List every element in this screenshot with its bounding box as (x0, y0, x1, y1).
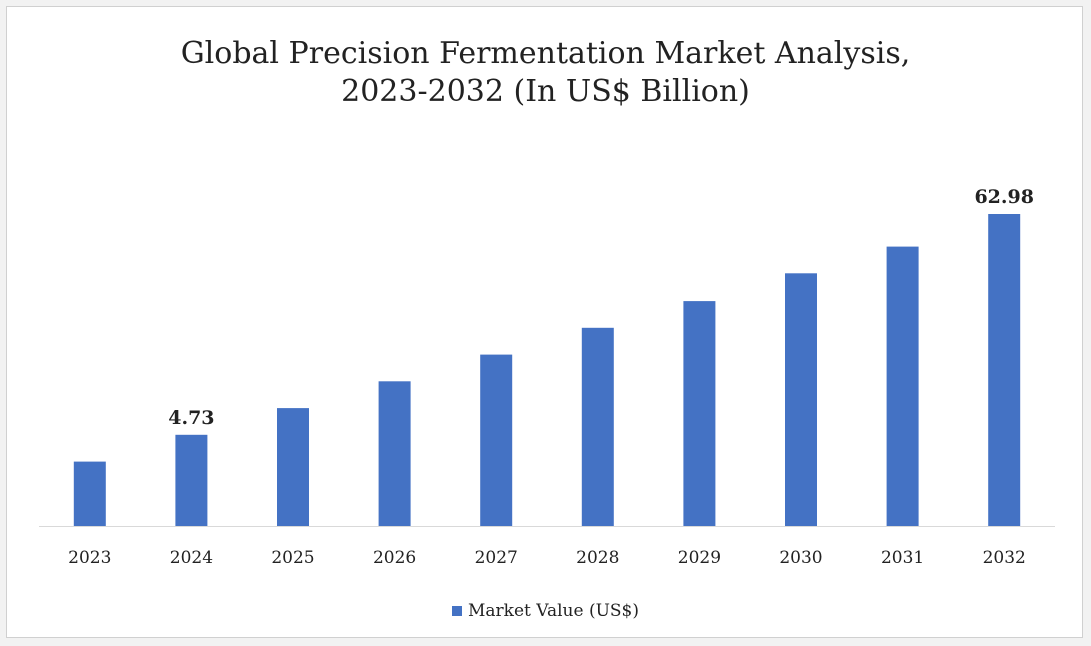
bar-2025 (277, 408, 309, 526)
bar-2026 (378, 381, 411, 526)
data-label-2032: 62.98 (974, 186, 1034, 208)
bar-2027 (480, 354, 513, 526)
legend: Market Value (US$) (7, 601, 1084, 621)
bar-2031 (886, 246, 919, 526)
bar-2024 (175, 434, 208, 526)
x-tick-labels-group: 2023 2024 2025 2026 2027 2028 2029 2030 2031 2032 (68, 548, 1026, 568)
x-tick-label-2032: 2032 (983, 548, 1026, 568)
x-tick-label-2028: 2028 (576, 548, 619, 568)
x-tick-label-2025: 2025 (271, 548, 314, 568)
legend-swatch (451, 606, 462, 616)
x-tick-label-2023: 2023 (68, 548, 111, 568)
chart-title: Global Precision Fermentation Market Ana… (7, 35, 1084, 111)
bar-2028 (581, 327, 614, 526)
x-tick-label-2024: 2024 (170, 548, 213, 568)
bar-2029 (683, 301, 716, 526)
data-labels-group: 4.73 62.98 (168, 186, 1034, 429)
bars-group (73, 214, 1021, 526)
data-label-2024: 4.73 (168, 407, 214, 429)
x-tick-label-2026: 2026 (373, 548, 416, 568)
x-tick-label-2031: 2031 (881, 548, 924, 568)
x-tick-label-2027: 2027 (475, 548, 518, 568)
chart-title-line1: Global Precision Fermentation Market Ana… (180, 36, 911, 71)
chart-title-line2: 2023-2032 (In US$ Billion) (341, 74, 750, 109)
bar-2032 (988, 214, 1021, 526)
bar-2030 (785, 273, 817, 526)
x-tick-label-2030: 2030 (779, 548, 822, 568)
legend-label: Market Value (US$) (467, 601, 640, 621)
x-tick-label-2029: 2029 (678, 548, 721, 568)
chart-frame: Global Precision Fermentation Market Ana… (6, 6, 1083, 638)
bar-2023 (73, 461, 106, 526)
